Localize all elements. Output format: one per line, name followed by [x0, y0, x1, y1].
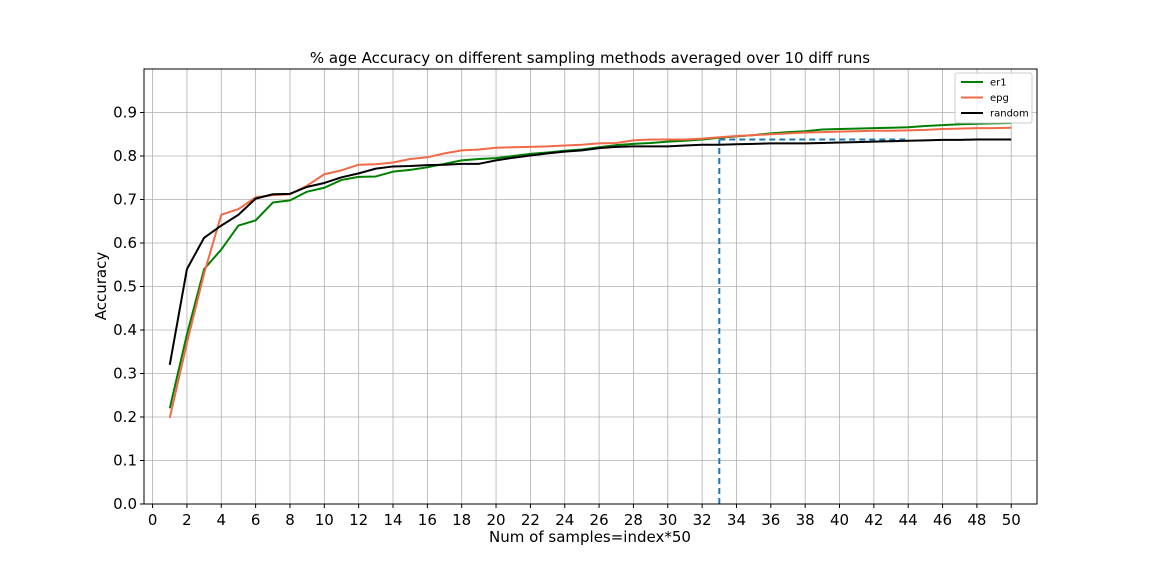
x-tick-label: 32 — [693, 511, 712, 529]
x-tick-label: 10 — [315, 511, 334, 529]
series-lines — [168, 121, 1012, 419]
x-axis-label: Num of samples=index*50 — [489, 528, 691, 546]
y-axis-ticks: 0.0 0.1 0.2 0.3 0.4 0.5 0.6 0.7 0.8 0.9 — [113, 104, 144, 513]
legend-label-er1: er1 — [990, 78, 1007, 89]
series-line-random — [168, 138, 1012, 365]
y-tick-label: 0.9 — [113, 104, 137, 122]
x-tick-label: 12 — [349, 511, 368, 529]
x-tick-label: 24 — [555, 511, 574, 529]
x-tick-label: 44 — [899, 511, 918, 529]
annotations — [718, 138, 909, 504]
x-tick-label: 16 — [418, 511, 437, 529]
x-tick-label: 28 — [624, 511, 643, 529]
x-tick-label: 20 — [487, 511, 506, 529]
x-tick-label: 14 — [383, 511, 402, 529]
chart-title: % age Accuracy on different sampling met… — [310, 49, 870, 67]
y-tick-label: 0.8 — [113, 147, 137, 165]
grid — [144, 69, 1037, 505]
x-tick-label: 30 — [658, 511, 677, 529]
x-axis-ticks: 0 2 4 6 8 10 12 14 16 18 20 22 24 26 28 30 32 34 36 38 40 42 4… — [148, 504, 1021, 529]
x-tick-label: 18 — [452, 511, 471, 529]
x-tick-label: 48 — [967, 511, 986, 529]
y-tick-label: 0.3 — [113, 365, 137, 383]
legend-label-epg: epg — [990, 93, 1009, 104]
y-tick-label: 0.5 — [113, 278, 137, 296]
x-tick-label: 40 — [830, 511, 849, 529]
x-tick-label: 4 — [217, 511, 227, 529]
x-tick-label: 38 — [796, 511, 815, 529]
y-tick-label: 0.6 — [113, 234, 137, 252]
x-tick-label: 22 — [521, 511, 540, 529]
legend-box — [954, 72, 1033, 124]
y-tick-label: 0.0 — [113, 495, 137, 513]
y-axis-label: Accuracy — [92, 252, 110, 321]
x-tick-label: 36 — [761, 511, 780, 529]
legend: er1 epg random — [954, 72, 1033, 124]
series-line-epg — [168, 126, 1012, 419]
y-tick-label: 0.7 — [113, 191, 137, 209]
x-tick-label: 50 — [1002, 511, 1021, 529]
x-tick-label: 26 — [590, 511, 609, 529]
x-tick-label: 46 — [933, 511, 952, 529]
x-tick-label: 0 — [148, 511, 158, 529]
y-tick-label: 0.1 — [113, 452, 137, 470]
x-tick-label: 2 — [182, 511, 192, 529]
x-tick-label: 34 — [727, 511, 746, 529]
x-tick-label: 8 — [285, 511, 295, 529]
x-tick-label: 42 — [864, 511, 883, 529]
y-tick-label: 0.2 — [113, 408, 137, 426]
legend-label-random: random — [990, 109, 1029, 120]
x-tick-label: 6 — [251, 511, 261, 529]
y-tick-label: 0.4 — [113, 321, 137, 339]
